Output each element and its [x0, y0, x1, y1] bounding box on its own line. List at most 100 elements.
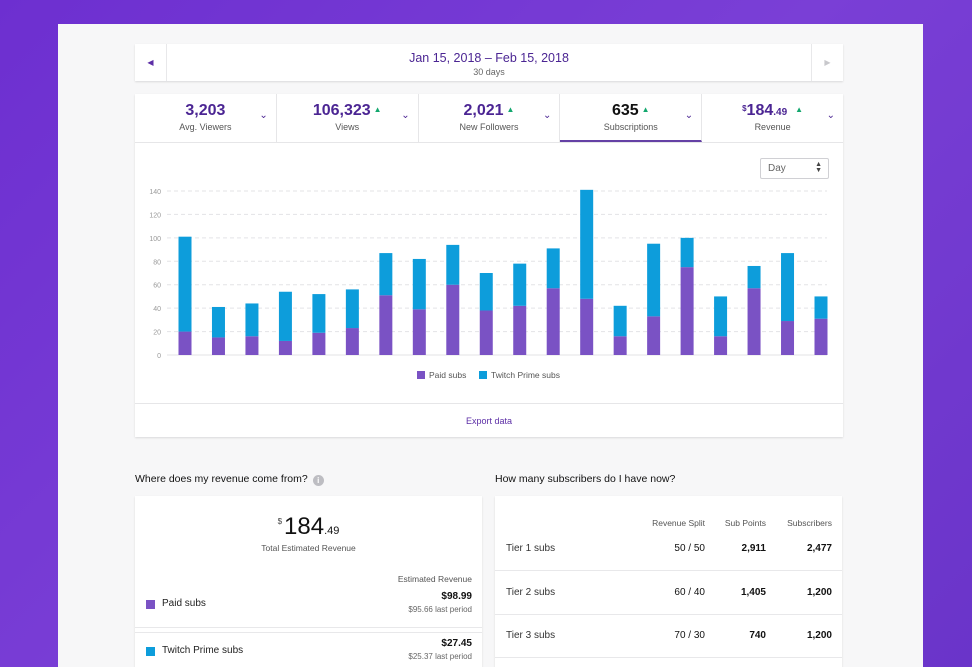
granularity-select[interactable]: Day ▲ ▼: [760, 158, 829, 179]
tier-subscribers: 2,477: [806, 543, 832, 554]
bar-prime-subs: [747, 265, 761, 289]
bar-paid-subs: [278, 340, 292, 355]
tier-name: Tier 1 subs: [506, 543, 556, 554]
table-row: Tier 2 subs 60 / 40 1,405 1,200: [495, 572, 842, 615]
tier-subscribers: 1,200: [806, 630, 832, 641]
y-tick-label: 40: [153, 306, 161, 313]
y-tick-label: 100: [149, 236, 161, 243]
legend-swatch: [417, 371, 425, 379]
legend-swatch-prime: [146, 647, 155, 656]
bar-prime-subs: [479, 273, 493, 311]
dashboard-panel: ◀ Jan 15, 2018 – Feb 15, 2018 30 days ▶ …: [58, 24, 923, 667]
metrics-chart-card: 3,203 Avg. Viewers ⌄ 106,323 ▲ Views ⌄ 2,…: [135, 94, 843, 437]
bar-prime-subs: [513, 263, 527, 306]
bar-prime-subs: [781, 253, 795, 322]
date-range-display: Jan 15, 2018 – Feb 15, 2018 30 days: [167, 44, 811, 81]
chevron-down-icon[interactable]: ⌄: [259, 110, 268, 121]
subscribers-header: Subscribers: [787, 518, 832, 528]
table-row: Tier 1 subs 50 / 50 2,911 2,477: [495, 528, 842, 571]
sub-points-header: Sub Points: [724, 518, 766, 528]
chevron-down-icon[interactable]: ⌄: [826, 110, 835, 121]
bar-paid-subs: [479, 310, 493, 355]
chevron-down-icon[interactable]: ⌄: [401, 110, 410, 121]
metric-value: 635 ▲: [611, 102, 650, 119]
subscribers-section-title: How many subscribers do I have now?: [495, 473, 676, 485]
bar-prime-subs: [814, 296, 828, 319]
revenue-split-header: Revenue Split: [652, 518, 705, 528]
tier-split: 70 / 30: [674, 630, 705, 641]
bar-paid-subs: [312, 332, 326, 355]
metric-value: 106,323 ▲: [312, 102, 382, 119]
bar-prime-subs: [613, 305, 627, 337]
bar-prime-subs: [580, 189, 594, 299]
tier-points: 740: [749, 630, 766, 641]
bar-paid-subs: [613, 336, 627, 355]
metric-tab-revenue[interactable]: $184.49 ▲ Revenue ⌄: [702, 94, 843, 142]
trend-up-icon: ▲: [373, 105, 382, 114]
bar-prime-subs: [647, 243, 661, 317]
bar-prime-subs: [178, 236, 192, 332]
legend-label: Twitch Prime subs: [491, 370, 560, 380]
metric-value: 3,203: [185, 102, 226, 119]
bar-paid-subs: [814, 318, 828, 355]
metric-label: Subscriptions: [603, 122, 658, 132]
metric-tab-subscriptions[interactable]: 635 ▲ Subscriptions ⌄: [560, 94, 703, 142]
y-tick-label: 120: [149, 212, 161, 219]
bar-prime-subs: [245, 303, 259, 337]
bar-prime-subs: [714, 296, 728, 337]
metric-label: New Followers: [459, 122, 519, 132]
metric-label: Views: [335, 122, 360, 132]
chevron-down-icon[interactable]: ⌄: [543, 110, 552, 121]
tier-name: Tier 2 subs: [506, 587, 556, 598]
bar-paid-subs: [379, 295, 393, 355]
bar-paid-subs: [245, 336, 259, 355]
y-tick-label: 20: [153, 330, 161, 337]
metric-tab-views[interactable]: 106,323 ▲ Views ⌄: [277, 94, 419, 142]
bar-prime-subs: [312, 294, 326, 333]
revenue-row-amount: $27.45: [441, 638, 472, 649]
tier-points: 1,405: [740, 587, 766, 598]
bar-prime-subs: [211, 306, 225, 338]
trend-up-icon: ▲: [795, 105, 804, 114]
y-tick-label: 60: [153, 283, 161, 290]
trend-up-icon: ▲: [506, 105, 515, 114]
revenue-row-amount: $98.99: [441, 591, 472, 602]
tier-subscribers: 1,200: [806, 587, 832, 598]
date-range-text: Jan 15, 2018 – Feb 15, 2018: [409, 51, 569, 65]
revenue-row: Paid subs $98.99 $95.66 last period: [135, 586, 482, 628]
bar-paid-subs: [412, 309, 426, 355]
tier-split: 60 / 40: [674, 587, 705, 598]
revenue-row-name: Paid subs: [162, 598, 206, 609]
table-row: Tier 3 subs 70 / 30 740 1,200: [495, 615, 842, 658]
tier-points: 2,911: [741, 543, 766, 554]
revenue-title-text: Where does my revenue come from?: [135, 473, 308, 485]
chart-svg: 0 20 40 60 80 100 120 140 Paid subs Twitch Prime …: [149, 189, 828, 380]
info-icon[interactable]: i: [312, 475, 324, 486]
metric-value: $184.49 ▲: [742, 102, 804, 119]
metric-value: 2,021 ▲: [463, 102, 515, 119]
granularity-value: Day: [768, 163, 786, 174]
bar-paid-subs: [781, 321, 795, 355]
bar-prime-subs: [546, 248, 560, 289]
previous-period-button[interactable]: ◀: [135, 44, 167, 81]
revenue-total-label: Total Estimated Revenue: [261, 543, 356, 553]
metric-tab-new-followers[interactable]: 2,021 ▲ New Followers ⌄: [419, 94, 561, 142]
export-data-button[interactable]: Export data: [135, 403, 843, 437]
caret-right-icon: ▶: [824, 58, 831, 67]
revenue-row-last-period: $95.66 last period: [408, 605, 472, 614]
chevron-down-icon[interactable]: ⌄: [684, 110, 694, 121]
revenue-total-value: $184.49: [277, 513, 340, 540]
y-tick-label: 140: [149, 189, 161, 196]
caret-left-icon: ◀: [147, 58, 154, 67]
subscriptions-chart: 0 20 40 60 80 100 120 140 Paid subs Twitch Prime …: [135, 182, 843, 402]
bar-paid-subs: [178, 331, 192, 355]
legend-swatch-paid: [146, 600, 155, 609]
tier-split: 50 / 50: [674, 543, 705, 554]
bar-prime-subs: [446, 244, 460, 285]
bar-prime-subs: [412, 258, 426, 310]
y-tick-label: 0: [157, 353, 161, 360]
bar-paid-subs: [714, 336, 728, 355]
legend-swatch: [479, 371, 487, 379]
next-period-button[interactable]: ▶: [811, 44, 843, 81]
metric-tab-avg-viewers[interactable]: 3,203 Avg. Viewers ⌄: [135, 94, 277, 142]
